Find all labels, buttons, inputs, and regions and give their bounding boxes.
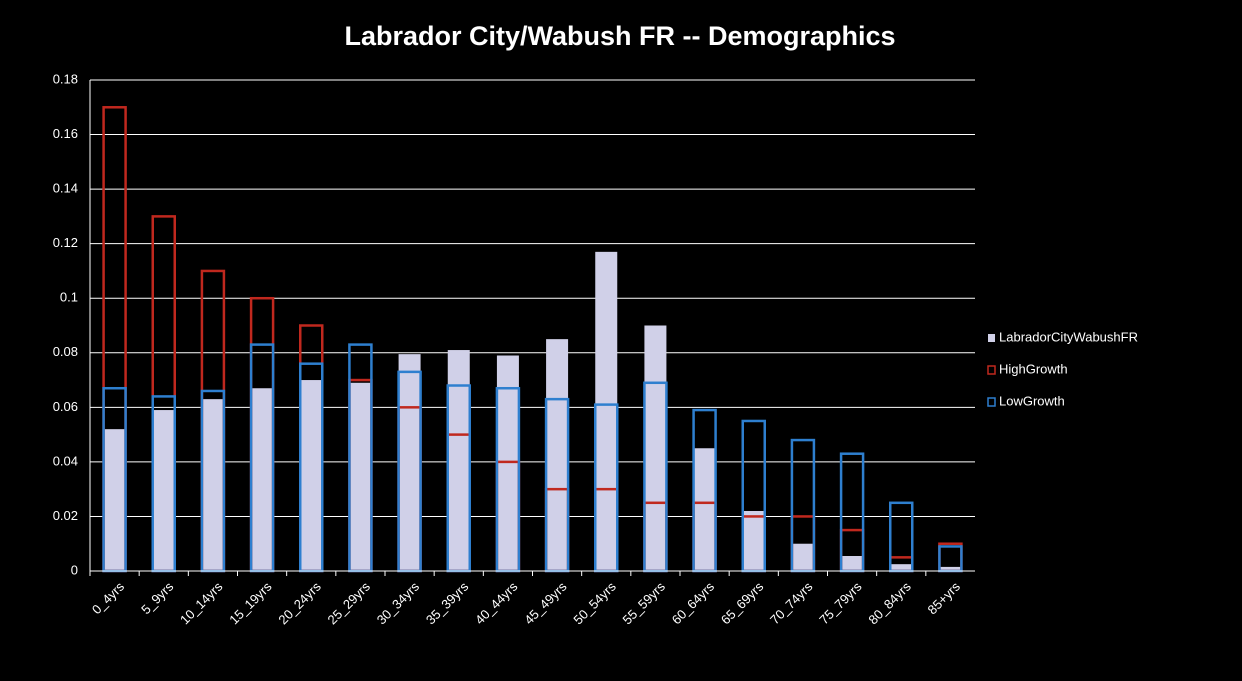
x-tick-label: 35_39yrs xyxy=(423,579,472,628)
legend-swatch xyxy=(987,365,996,375)
y-tick-label: 0.08 xyxy=(53,344,78,359)
x-tick-label: 75_79yrs xyxy=(816,579,865,628)
bar xyxy=(398,354,421,571)
bar xyxy=(889,501,914,573)
x-tick-label: 15_19yrs xyxy=(226,579,275,628)
x-tick-label: 20_24yrs xyxy=(275,579,324,628)
legend-swatch xyxy=(988,334,995,342)
x-tick-label: 55_59yrs xyxy=(620,579,669,628)
bar xyxy=(546,339,569,571)
bar xyxy=(496,355,519,571)
x-tick-label: 10_14yrs xyxy=(177,579,226,628)
bar xyxy=(152,410,175,571)
bar xyxy=(693,448,716,571)
x-tick-label: 30_34yrs xyxy=(374,579,423,628)
y-tick-label: 0.06 xyxy=(53,399,78,414)
x-tick-label: 65_69yrs xyxy=(718,579,767,628)
x-tick-label: 60_64yrs xyxy=(669,579,718,628)
y-tick-label: 0 xyxy=(71,562,78,577)
legend-label: HighGrowth xyxy=(999,361,1068,376)
x-tick-label: 0_4yrs xyxy=(89,579,128,618)
y-tick-label: 0.04 xyxy=(53,453,78,468)
legend-label: LowGrowth xyxy=(999,393,1065,408)
bar xyxy=(791,543,814,571)
bar xyxy=(251,388,274,571)
x-tick-label: 80_84yrs xyxy=(865,579,914,628)
bar xyxy=(841,555,864,571)
x-tick-label: 45_49yrs xyxy=(521,579,570,628)
y-tick-label: 0.1 xyxy=(60,290,78,305)
bar xyxy=(349,382,372,571)
y-tick-label: 0.02 xyxy=(53,508,78,523)
bar xyxy=(644,325,667,571)
x-tick-label: 70_74yrs xyxy=(767,579,816,628)
y-tick-label: 0.14 xyxy=(53,181,78,196)
bar xyxy=(201,399,224,571)
bar xyxy=(939,566,962,571)
bar xyxy=(300,380,323,571)
y-tick-label: 0.16 xyxy=(53,126,78,141)
y-tick-label: 0.12 xyxy=(53,235,78,250)
x-tick-label: 40_44yrs xyxy=(472,579,521,628)
legend-swatch xyxy=(987,397,996,407)
bar xyxy=(103,429,126,571)
x-tick-label: 5_9yrs xyxy=(138,579,177,618)
bar xyxy=(890,564,913,571)
legend-label: LabradorCityWabushFR xyxy=(999,329,1138,344)
bar xyxy=(447,350,470,571)
bar xyxy=(742,510,765,571)
x-tick-label: 85+yrs xyxy=(925,579,964,618)
chart-title: Labrador City/Wabush FR -- Demographics xyxy=(344,21,895,51)
x-tick-label: 25_29yrs xyxy=(325,579,374,628)
bar xyxy=(839,452,865,573)
x-tick-label: 50_54yrs xyxy=(570,579,619,628)
bar xyxy=(595,251,618,571)
y-tick-label: 0.18 xyxy=(53,71,78,86)
